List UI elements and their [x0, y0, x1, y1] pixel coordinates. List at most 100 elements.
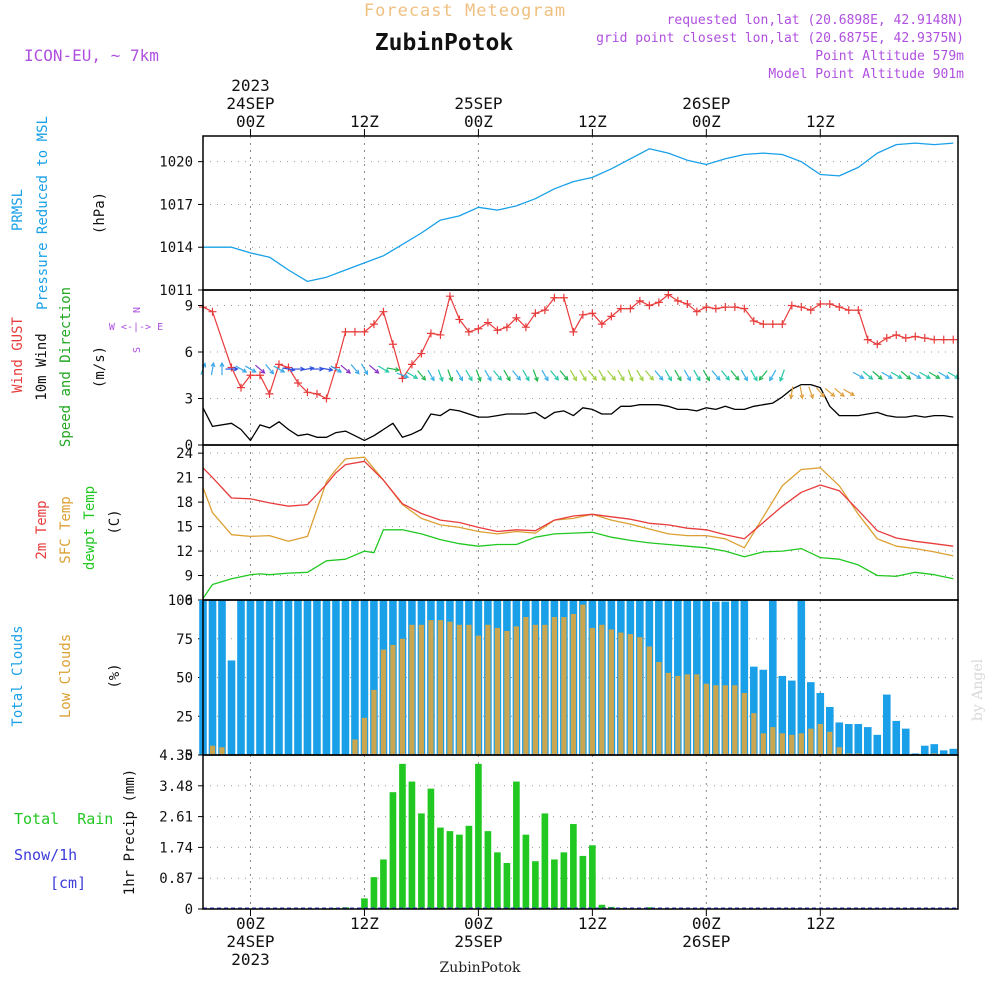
gust-marker — [493, 326, 502, 335]
gust-marker — [939, 335, 948, 344]
wind-arrow — [938, 371, 950, 379]
dewpt-line — [202, 529, 954, 599]
wind-arrow-head — [506, 376, 511, 382]
gust-marker — [721, 303, 730, 312]
wind-arrow-head — [525, 376, 530, 382]
wind-arrow-head — [439, 376, 444, 383]
wind-arrow — [815, 387, 825, 398]
wind-arrow — [254, 364, 265, 374]
wind-arrow — [360, 363, 368, 375]
wind-arrow — [579, 369, 587, 381]
gust-marker — [246, 371, 255, 380]
wind-arrow-head — [363, 370, 369, 376]
wind-arrow-head — [404, 373, 410, 379]
wind-arrow-head — [799, 394, 805, 400]
wind-arrow-head — [280, 368, 286, 373]
wind-panel: 0 3 6 9 — [185, 290, 960, 454]
rain-bar — [494, 852, 501, 909]
temp-sfc-label: SFC Temp — [58, 496, 74, 563]
gust-marker — [920, 334, 929, 343]
gust-marker — [350, 327, 359, 336]
precip-ytick-label: 2.61 — [159, 810, 193, 826]
wind-arrow-head — [788, 394, 794, 400]
gust-marker — [768, 320, 777, 329]
gust-marker — [388, 340, 397, 349]
bottom-time-label: 00Z — [464, 914, 493, 933]
wind-arrow — [627, 369, 633, 382]
pressure-unit: (hPa) — [92, 192, 108, 234]
total-clouds-label: Total Clouds — [10, 625, 26, 726]
rain-bar — [380, 859, 387, 909]
gust-marker — [664, 290, 673, 299]
temperature-labels: 2m Temp SFC Temp dewpt Temp (C) — [34, 486, 123, 570]
wind-arrow-head — [337, 368, 343, 373]
low-cloud-bar — [713, 685, 719, 755]
precip-labels: Total Rain Snow/1h [cm] 1hr Precip (mm) — [14, 769, 138, 895]
temperature-ytick-label: 6 — [185, 593, 193, 609]
bottom-time-label: 2023 — [231, 950, 270, 969]
total-cloud-bar — [360, 600, 369, 755]
wind-arrow-head — [779, 376, 784, 383]
clouds-ytick-label: 100 — [168, 593, 193, 609]
direction-legend-we: W <-|-> E — [109, 322, 163, 333]
gust-marker — [284, 363, 293, 372]
wind-arrow — [636, 369, 644, 381]
wind-arrow-head — [516, 375, 522, 381]
rain-bar — [437, 827, 444, 909]
wind-arrow-head — [290, 367, 296, 372]
low-cloud-bar — [599, 624, 605, 755]
low-cloud-bar — [656, 662, 662, 755]
wind-arrow — [493, 370, 502, 381]
low-cloud-bar — [437, 620, 444, 755]
low-cloud-bar — [570, 613, 576, 755]
temperature-panel: 6 9 12 15 18 21 24 — [176, 445, 958, 609]
wind-arrow — [350, 364, 360, 375]
temperature-ytick-label: 15 — [176, 520, 193, 536]
precip-panel: 0 0.87 1.74 2.61 3.48 4.35 — [159, 748, 958, 918]
direction-legend-north: N — [132, 307, 143, 313]
low-cloud-bar — [428, 620, 434, 755]
rain-bar — [418, 813, 425, 909]
total-cloud-bar — [731, 600, 739, 755]
wind-arrow — [834, 387, 845, 397]
model-name: ICON-EU, ~ 7km — [24, 46, 159, 65]
top-time-label: 24SEP — [226, 94, 274, 113]
closest-coords: grid point closest lon,lat (20.6875E, 42… — [596, 31, 964, 46]
rain-bar — [399, 763, 406, 909]
low-cloud-bar — [523, 617, 529, 755]
temperature-ytick-label: 18 — [176, 495, 193, 511]
wind-arrow — [569, 369, 577, 381]
total-cloud-bar — [892, 720, 901, 755]
wind-direction-label: Speed and Direction — [58, 287, 74, 447]
low-cloud-bar — [409, 624, 415, 755]
wind-arrow — [872, 370, 883, 380]
total-cloud-bar — [313, 600, 321, 755]
rain-bar — [389, 792, 397, 909]
wind-arrow-head — [734, 375, 740, 381]
pressure-ytick-label: 1017 — [159, 197, 193, 213]
wind-arrow — [340, 364, 351, 374]
low-cloud-bar — [798, 733, 804, 755]
pressure-label-2: Pressure Reduced to MSL — [35, 116, 51, 310]
gust-marker — [749, 317, 758, 325]
low-cloud-bar — [637, 637, 643, 755]
rain-bar — [427, 788, 435, 909]
temperature-ytick-label: 9 — [185, 569, 193, 585]
wind-arrow-head — [868, 375, 874, 380]
wind-arrow — [273, 365, 285, 373]
wind-arrow-head — [309, 366, 315, 371]
wind-arrow-head — [601, 376, 606, 382]
rain-bar — [532, 861, 539, 909]
total-cloud-bar — [256, 600, 264, 755]
wind-arrow — [824, 387, 835, 397]
low-cloud-bar — [627, 634, 633, 755]
location-title: ZubinPotok — [375, 30, 514, 56]
rain-bar — [589, 845, 596, 909]
total-cloud-bar — [844, 724, 853, 755]
clouds-unit: (%) — [107, 663, 123, 688]
top-time-label: 12Z — [806, 112, 835, 131]
top-time-label: 12Z — [350, 112, 379, 131]
gust-marker — [673, 296, 682, 305]
rain-bar — [446, 831, 454, 909]
gust-marker — [502, 323, 511, 332]
